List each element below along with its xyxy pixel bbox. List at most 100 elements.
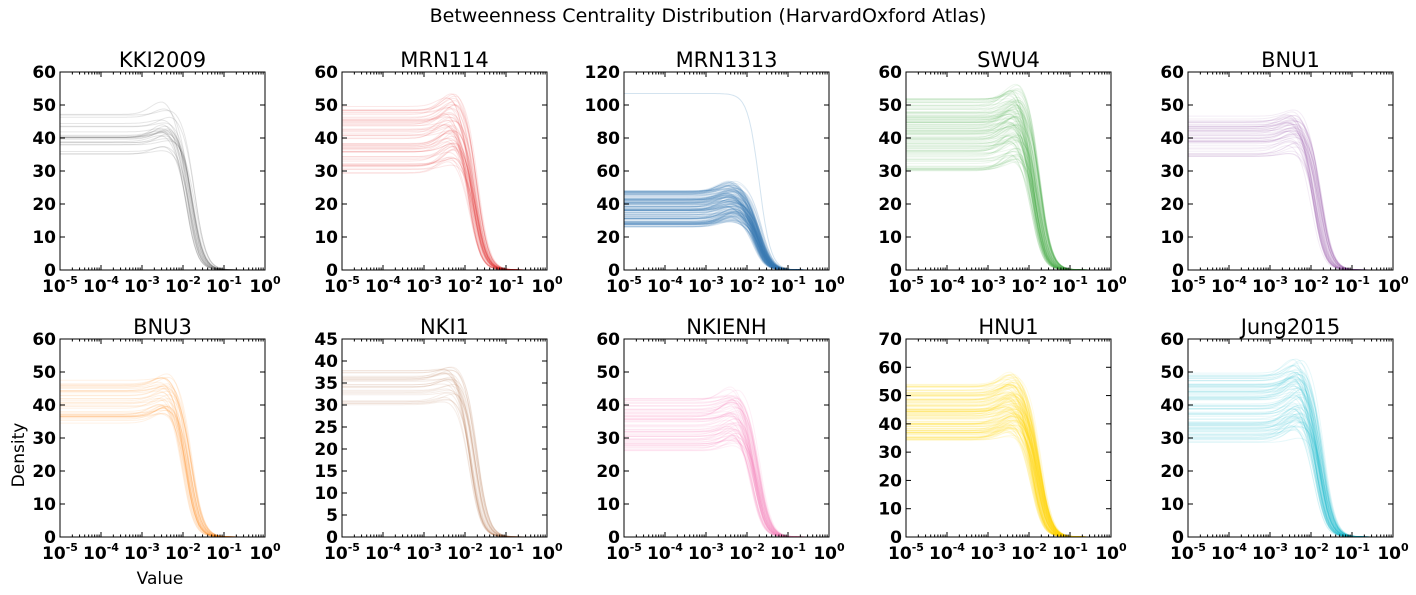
x-tick-label: 10-1: [1052, 541, 1088, 564]
series-line: [906, 121, 1111, 270]
series-line: [624, 192, 829, 270]
y-tick-label: 100: [585, 96, 621, 116]
panel-title: SWU4: [977, 48, 1040, 72]
series-line: [1188, 413, 1393, 537]
y-tick-label: 45: [314, 330, 338, 350]
series-line: [624, 192, 829, 270]
y-tick-label: 40: [878, 415, 902, 435]
series-line: [906, 122, 1111, 270]
x-tick-label: 10-1: [1334, 541, 1370, 564]
x-tick-label: 10-3: [970, 274, 1006, 297]
x-tick-label: 10-1: [488, 541, 524, 564]
series-line: [906, 140, 1111, 270]
series-line: [342, 113, 547, 270]
x-tick-label: 10-2: [729, 274, 765, 297]
series-group: [624, 93, 829, 270]
series-line: [60, 128, 265, 270]
series-line: [906, 430, 1111, 537]
series-line: [906, 426, 1111, 537]
y-tick-label: 0: [1172, 261, 1184, 281]
x-tick-label: 100: [531, 541, 563, 564]
series-line: [906, 159, 1111, 270]
y-tick-label: 20: [878, 471, 902, 491]
series-line: [342, 369, 547, 537]
y-tick-label: 120: [585, 63, 621, 83]
series-line: [624, 217, 829, 270]
series-line: [906, 429, 1111, 537]
x-tick-label: 10-1: [770, 541, 806, 564]
series-line: [906, 158, 1111, 270]
series-line: [60, 109, 265, 270]
series-line: [342, 383, 547, 537]
series-line: [624, 202, 829, 270]
series-line: [906, 400, 1111, 537]
y-tick-label: 20: [878, 195, 902, 215]
series-line: [60, 397, 265, 537]
y-tick-label: 50: [32, 363, 56, 383]
series-line: [1188, 116, 1393, 270]
x-tick-label: 100: [813, 541, 845, 564]
series-line: [906, 428, 1111, 537]
series-line: [906, 152, 1111, 270]
x-tick-label: 10-4: [365, 541, 401, 564]
series-line: [60, 397, 265, 537]
series-line: [906, 142, 1111, 270]
y-tick-label: 50: [1160, 363, 1184, 383]
y-tick-label: 60: [32, 63, 56, 83]
series-line: [906, 423, 1111, 537]
series-line: [624, 205, 829, 270]
series-line: [624, 215, 829, 270]
series-line: [906, 406, 1111, 537]
series-line: [624, 407, 829, 537]
y-tick-label: 40: [314, 352, 338, 372]
series-line: [1188, 127, 1393, 270]
y-tick-label: 30: [1160, 429, 1184, 449]
series-line: [1188, 130, 1393, 270]
x-tick-label: 100: [813, 274, 845, 297]
y-tick-label: 10: [596, 495, 620, 515]
series-line: [342, 157, 547, 270]
series-line: [342, 161, 547, 270]
y-tick-label: 30: [314, 396, 338, 416]
y-tick-label: 20: [1160, 462, 1184, 482]
series-line: [1188, 141, 1393, 270]
series-line: [906, 419, 1111, 537]
x-tick-label: 10-1: [1052, 274, 1088, 297]
x-tick-label: 10-1: [1334, 274, 1370, 297]
series-line: [1188, 146, 1393, 270]
series-line: [906, 424, 1111, 537]
series-line: [906, 158, 1111, 270]
series-line: [60, 403, 265, 537]
series-line: [906, 154, 1111, 270]
panel-jung2015: 0 10 20 30 40 50 60 10-5 10-4 10-3 10-2 10-1 100 Jung…: [1160, 315, 1409, 564]
y-tick-label: 20: [32, 195, 56, 215]
x-tick-label: 10-2: [447, 274, 483, 297]
series-line: [1188, 140, 1393, 270]
series-line: [1188, 142, 1393, 270]
series-line: [342, 391, 547, 537]
y-tick-label: 40: [32, 129, 56, 149]
series-line: [624, 399, 829, 537]
y-tick-label: 25: [314, 418, 338, 438]
x-tick-label: 10-5: [324, 541, 360, 564]
series-line: [1188, 153, 1393, 270]
panel-title: BNU3: [133, 315, 192, 339]
series-line: [906, 424, 1111, 537]
series-line: [624, 219, 829, 270]
series-line: [1188, 150, 1393, 270]
panel-swu4: 0 10 20 30 40 50 60 10-5 10-4 10-3 10-2 10-1 100 SWU4: [878, 48, 1127, 297]
series-line: [60, 405, 265, 537]
panel-title: HNU1: [978, 315, 1038, 339]
series-line: [624, 437, 829, 537]
series-line: [342, 368, 547, 537]
y-tick-label: 50: [1160, 96, 1184, 116]
series-line: [906, 431, 1111, 537]
series-line: [624, 221, 829, 270]
series-line: [60, 376, 265, 537]
series-line: [906, 426, 1111, 537]
panel-title: MRN1313: [676, 48, 778, 72]
series-line: [342, 388, 547, 537]
y-tick-label: 30: [596, 429, 620, 449]
series-line: [906, 408, 1111, 537]
